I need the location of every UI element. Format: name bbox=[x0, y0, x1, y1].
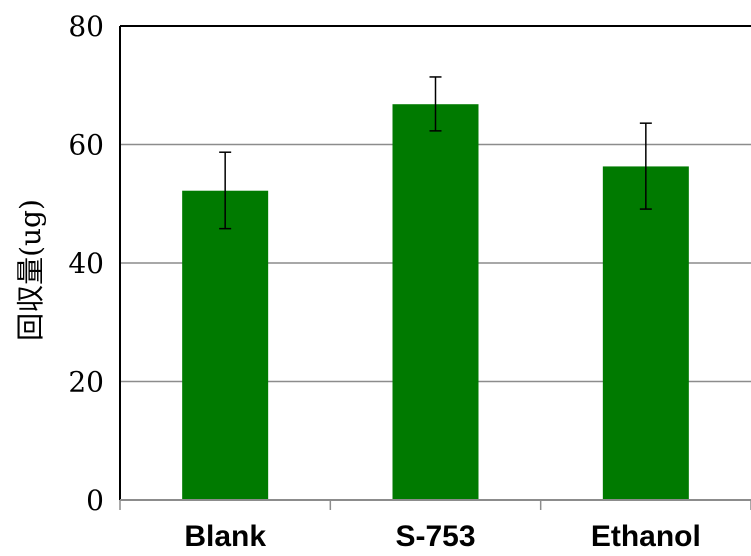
error-bar-blank bbox=[219, 151, 232, 230]
y-axis-label: 回収量(ug) bbox=[14, 199, 47, 341]
x-tick-label-ethanol: Ethanol bbox=[591, 520, 701, 553]
y-tick-label-0: 0 bbox=[86, 484, 104, 517]
bar-ethanol bbox=[602, 166, 689, 501]
bar-blank bbox=[182, 190, 269, 500]
y-tick-label-60: 60 bbox=[68, 129, 104, 162]
y-tick-label-80: 80 bbox=[68, 10, 104, 43]
y-tick-labels: 0 20 40 60 80 bbox=[68, 10, 104, 517]
x-tick-label-blank: Blank bbox=[184, 520, 266, 553]
error-bar-s-753 bbox=[429, 76, 442, 132]
x-tick-label-s-753: S-753 bbox=[395, 520, 475, 553]
y-tick-label-40: 40 bbox=[68, 247, 104, 280]
y-tick-label-20: 20 bbox=[68, 366, 104, 399]
x-tick-labels: Blank S-753 Ethanol bbox=[184, 520, 701, 553]
axes bbox=[119, 25, 751, 510]
error-bar-ethanol bbox=[639, 122, 652, 210]
error-bars bbox=[219, 76, 652, 230]
bar-s-753 bbox=[392, 104, 479, 501]
bars bbox=[182, 104, 689, 501]
